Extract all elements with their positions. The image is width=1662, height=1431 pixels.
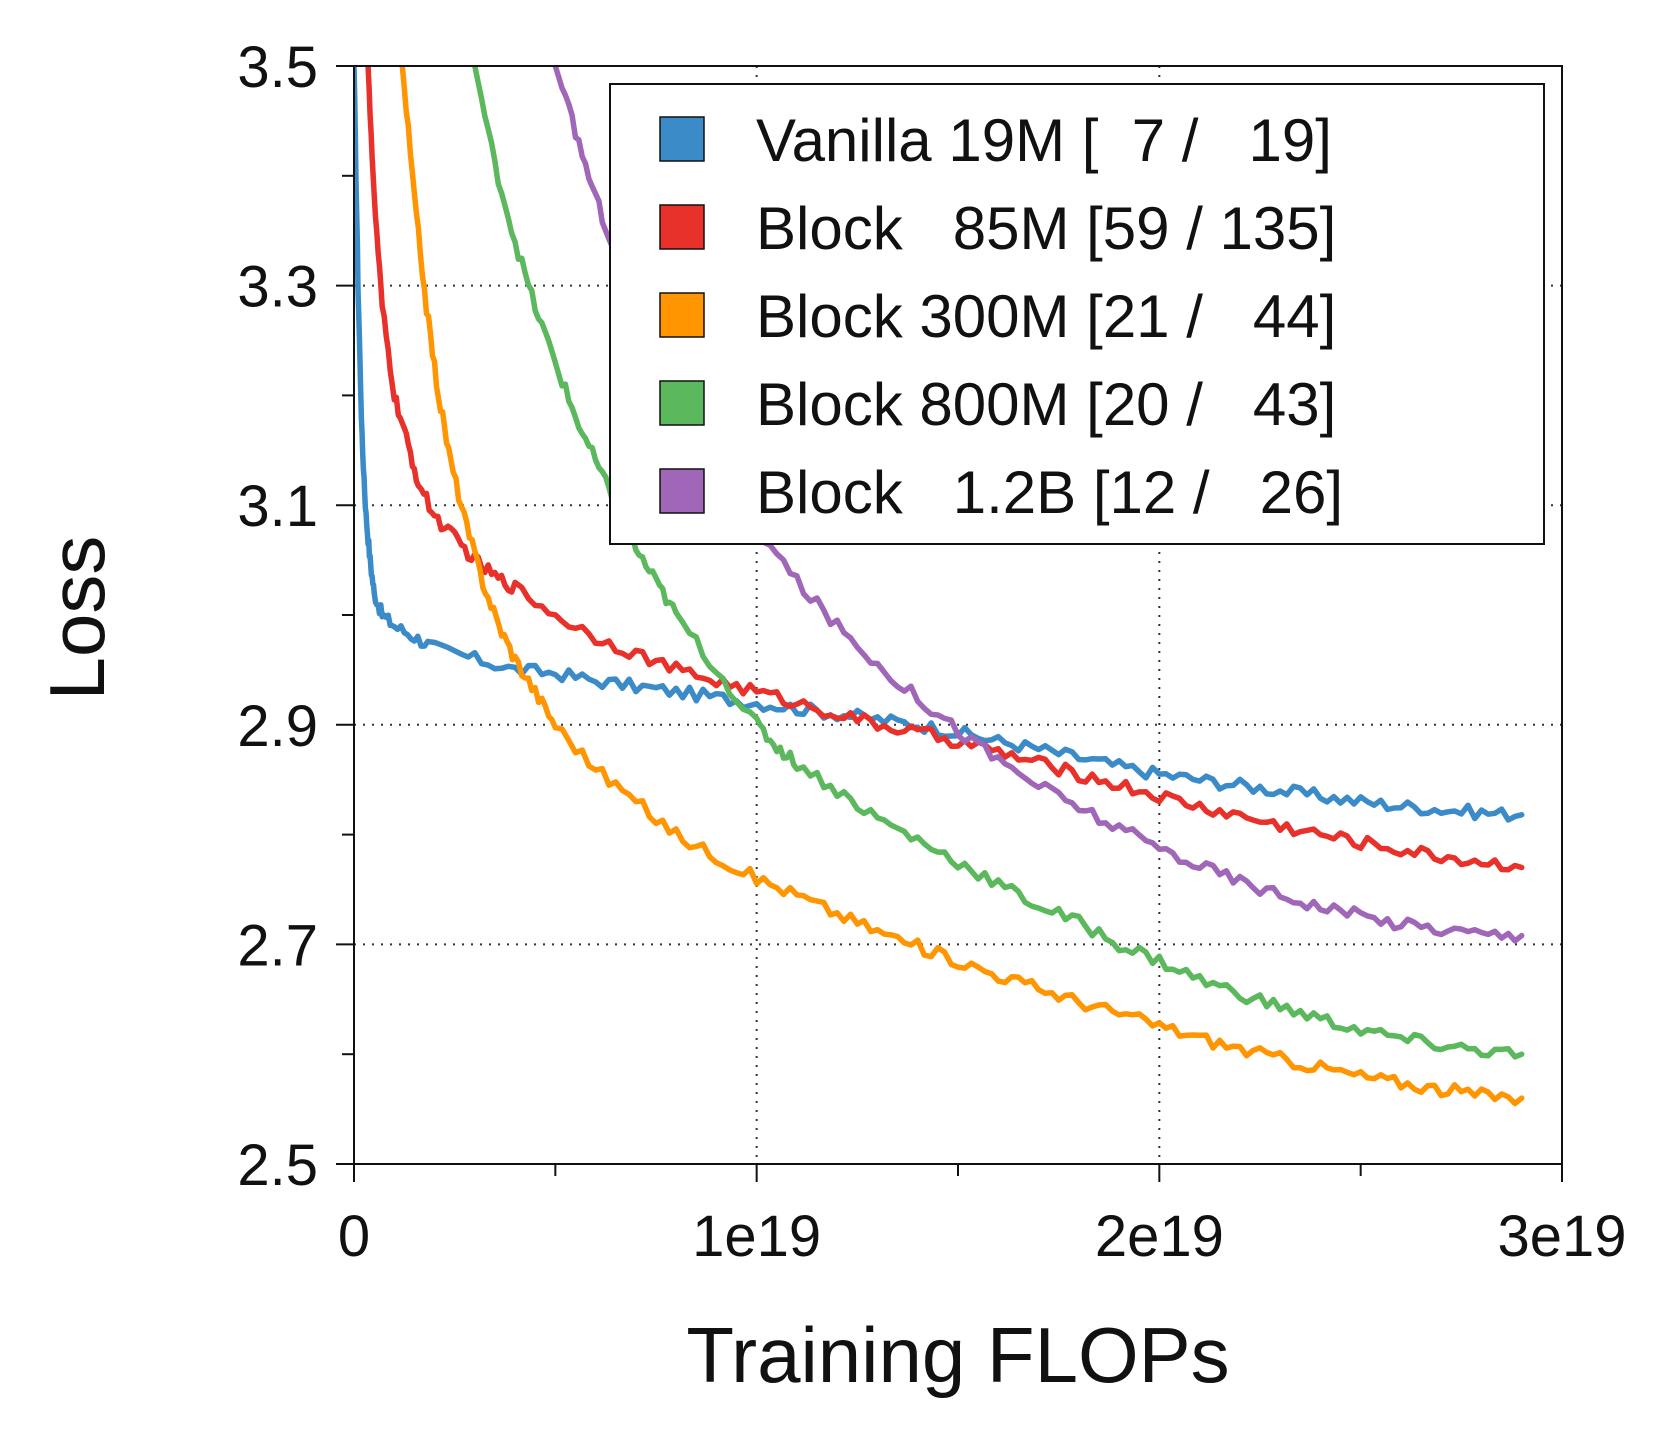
series-line-2 [399,66,1525,1107]
legend-swatch-2 [659,292,705,338]
legend-box [609,83,1545,545]
y-tick-label: 2.5 [237,1133,318,1198]
y-tick-label: 2.9 [237,694,318,759]
legend-label-3: Block 800M [20 / 43] [756,371,1336,438]
legend-swatch-4 [659,468,705,514]
axis-ticks: 0 1e19 2e19 3e19 2.5 2.7 2.9 3.1 3.3 3.5 [237,35,1626,1269]
series-line-3 [472,66,1525,1060]
x-tick-label: 1e19 [692,1204,821,1269]
legend-swatch-0 [659,116,705,162]
legend-swatch-3 [659,380,705,426]
x-tick-label: 0 [338,1204,370,1269]
legend-label-2: Block 300M [21 / 44] [756,283,1336,350]
y-tick-label: 3.3 [237,255,318,320]
series-line-1 [365,66,1525,873]
legend-label-1: Block 85M [59 / 135] [756,195,1336,262]
legend-label-0: Vanilla 19M [ 7 / 19] [756,107,1332,174]
y-tick-label: 2.7 [237,913,318,978]
x-tick-label: 2e19 [1095,1204,1224,1269]
x-axis-title: Training FLOPs [686,1311,1229,1399]
series-line-0 [354,66,1525,823]
legend: Vanilla 19M [ 7 / 19] Block 85M [59 / 135… [609,83,1545,545]
legend-swatch-1 [659,204,705,250]
x-tick-label: 3e19 [1497,1204,1626,1269]
y-tick-label: 3.1 [237,474,318,539]
y-axis-title: Loss [33,536,121,701]
legend-label-4: Block 1.2B [12 / 26] [756,459,1343,526]
y-tick-label: 3.5 [237,35,318,100]
